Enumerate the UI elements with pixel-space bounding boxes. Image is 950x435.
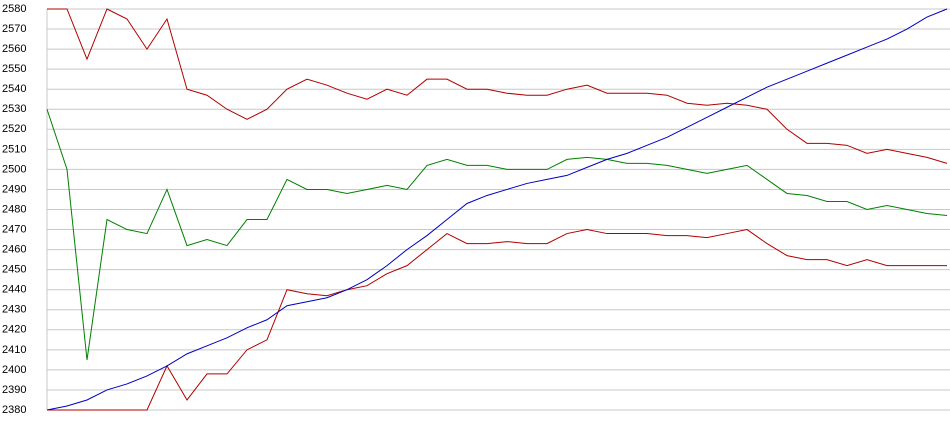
series-line [47, 8, 948, 164]
y-tick-label: 2540 [2, 83, 26, 95]
y-tick-label: 2480 [2, 203, 26, 215]
y-tick-label: 2570 [2, 23, 26, 35]
series-line [46, 8, 948, 411]
y-tick-label: 2530 [2, 103, 26, 115]
y-tick-label: 2420 [2, 324, 26, 336]
y-tick-label: 2470 [2, 223, 26, 235]
y-tick-label: 2490 [2, 183, 26, 195]
y-tick-label: 2400 [2, 364, 26, 376]
y-tick-label: 2450 [2, 264, 26, 276]
y-tick-label: 2520 [2, 123, 26, 135]
y-tick-label: 2460 [2, 244, 26, 256]
series-line [46, 109, 948, 360]
y-tick-label: 2560 [2, 43, 26, 55]
y-tick-label: 2510 [2, 143, 26, 155]
series-line [47, 229, 947, 411]
y-tick-label: 2410 [2, 344, 26, 356]
y-tick-label: 2500 [2, 163, 26, 175]
y-tick-label: 2390 [2, 384, 26, 396]
y-tick-label: 2430 [2, 304, 26, 316]
y-tick-label: 2440 [2, 284, 26, 296]
y-tick-label: 2380 [2, 404, 26, 416]
y-tick-label: 2580 [2, 3, 26, 15]
y-tick-label: 2550 [2, 63, 26, 75]
